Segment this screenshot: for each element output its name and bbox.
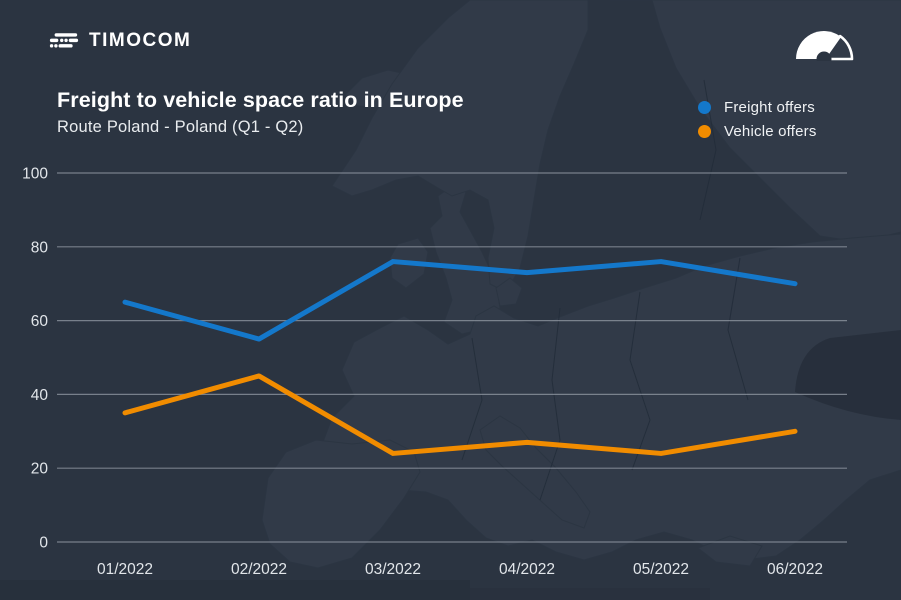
y-axis-tick-label: 80 bbox=[31, 239, 49, 256]
x-axis-tick-label: 01/2022 bbox=[97, 561, 153, 578]
x-axis-tick-label: 03/2022 bbox=[365, 561, 421, 578]
legend-item-vehicle-offers: Vehicle offers bbox=[698, 119, 817, 143]
x-axis-tick-label: 04/2022 bbox=[499, 561, 555, 578]
timocom-logo: TIMOCOM bbox=[48, 30, 191, 52]
gauge-icon bbox=[796, 31, 854, 61]
chart-legend: Freight offers Vehicle offers bbox=[698, 95, 817, 143]
x-axis-tick-label: 06/2022 bbox=[767, 561, 823, 578]
legend-item-freight-offers: Freight offers bbox=[698, 95, 817, 119]
x-axis-tick-label: 02/2022 bbox=[231, 561, 287, 578]
chart-subtitle: Route Poland - Poland (Q1 - Q2) bbox=[57, 117, 304, 136]
y-axis-tick-label: 40 bbox=[31, 387, 49, 404]
timocom-truck-icon bbox=[49, 32, 79, 48]
freight-dot-icon bbox=[698, 100, 711, 114]
series-line-vehicle-offers bbox=[122, 373, 798, 456]
vehicle-dot-icon bbox=[698, 124, 711, 138]
logo-text: TIMOCOM bbox=[89, 30, 192, 51]
x-axis-tick-label: 05/2022 bbox=[633, 561, 689, 578]
series-line-freight-offers bbox=[122, 259, 798, 342]
legend-label: Vehicle offers bbox=[724, 122, 817, 140]
legend-label: Freight offers bbox=[724, 98, 815, 116]
y-axis-tick-label: 100 bbox=[22, 166, 48, 183]
y-axis-tick-label: 60 bbox=[31, 313, 49, 330]
y-axis-tick-label: 0 bbox=[39, 535, 48, 552]
chart-title: Freight to vehicle space ratio in Europe bbox=[57, 88, 464, 112]
y-axis-tick-label: 20 bbox=[31, 461, 49, 478]
